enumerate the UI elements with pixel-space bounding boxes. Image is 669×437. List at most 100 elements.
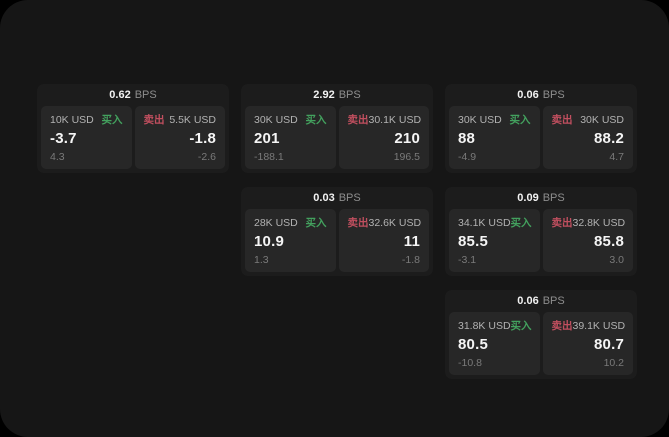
buy-delta: -3.1 xyxy=(458,254,477,266)
quote-panels: 30K USD 买入 88 -4.9 卖出 30K USD 88.2 4.7 xyxy=(445,106,637,173)
sell-tag: 卖出 xyxy=(143,114,165,126)
buy-delta: -10.8 xyxy=(458,357,482,369)
buy-tag: 买入 xyxy=(510,217,532,229)
sell-tag: 卖出 xyxy=(551,217,573,229)
buy-panel[interactable]: 28K USD 买入 10.9 1.3 xyxy=(245,209,336,272)
quote-panels: 28K USD 买入 10.9 1.3 卖出 32.6K USD 11 -1.8 xyxy=(241,209,433,276)
buy-delta: -4.9 xyxy=(458,151,477,163)
buy-panel[interactable]: 30K USD 买入 201 -188.1 xyxy=(245,106,336,169)
buy-delta: 4.3 xyxy=(50,151,65,163)
quote-panels: 34.1K USD 买入 85.5 -3.1 卖出 32.8K USD 85.8… xyxy=(445,209,637,276)
sell-top-row: 卖出 32.6K USD xyxy=(347,217,422,229)
buy-tag: 买入 xyxy=(509,114,531,126)
bps-value: 0.62 xyxy=(109,89,131,101)
sell-panel[interactable]: 卖出 5.5K USD -1.8 -2.6 xyxy=(134,106,225,169)
buy-amount: 34.1K USD xyxy=(458,217,511,229)
sell-delta: -1.8 xyxy=(401,254,420,266)
sell-top-row: 卖出 39.1K USD xyxy=(551,320,626,332)
buy-tag: 买入 xyxy=(101,114,123,126)
buy-price: 201 xyxy=(254,130,280,147)
sell-price: 210 xyxy=(394,130,420,147)
sell-price: 85.8 xyxy=(594,233,624,250)
sell-panel[interactable]: 卖出 39.1K USD 80.7 10.2 xyxy=(542,312,633,375)
buy-top-row: 30K USD 买入 xyxy=(458,114,531,126)
quote-panels: 30K USD 买入 201 -188.1 卖出 30.1K USD 210 1… xyxy=(241,106,433,173)
buy-top-row: 28K USD 买入 xyxy=(254,217,327,229)
sell-top-row: 卖出 32.8K USD xyxy=(551,217,626,229)
buy-panel[interactable]: 31.8K USD 买入 80.5 -10.8 xyxy=(449,312,540,375)
bps-header: 2.92 BPS xyxy=(241,84,433,106)
sell-delta: 3.0 xyxy=(609,254,624,266)
quote-card: 0.06 BPS 31.8K USD 买入 80.5 -10.8 卖出 39.1… xyxy=(445,290,637,379)
buy-delta: 1.3 xyxy=(254,254,269,266)
sell-price: -1.8 xyxy=(189,130,216,147)
buy-price: 10.9 xyxy=(254,233,284,250)
sell-amount: 32.8K USD xyxy=(572,217,626,229)
buy-amount: 28K USD xyxy=(254,217,298,229)
buy-panel[interactable]: 30K USD 买入 88 -4.9 xyxy=(449,106,540,169)
buy-amount: 30K USD xyxy=(254,114,298,126)
sell-panel[interactable]: 卖出 32.6K USD 11 -1.8 xyxy=(338,209,429,272)
buy-price: -3.7 xyxy=(50,130,77,147)
sell-tag: 卖出 xyxy=(347,217,369,229)
bps-header: 0.06 BPS xyxy=(445,290,637,312)
sell-delta: -2.6 xyxy=(197,151,216,163)
bps-value: 0.03 xyxy=(313,192,335,204)
sell-panel[interactable]: 卖出 30.1K USD 210 196.5 xyxy=(338,106,429,169)
buy-delta: -188.1 xyxy=(254,151,284,163)
bps-value: 0.06 xyxy=(517,295,539,307)
bps-unit-label: BPS xyxy=(338,89,361,101)
buy-amount: 30K USD xyxy=(458,114,502,126)
buy-top-row: 34.1K USD 买入 xyxy=(458,217,532,229)
quote-panels: 31.8K USD 买入 80.5 -10.8 卖出 39.1K USD 80.… xyxy=(445,312,637,379)
sell-price: 11 xyxy=(403,233,420,250)
buy-top-row: 31.8K USD 买入 xyxy=(458,320,532,332)
sell-amount: 39.1K USD xyxy=(572,320,626,332)
sell-panel[interactable]: 卖出 30K USD 88.2 4.7 xyxy=(542,106,633,169)
sell-tag: 卖出 xyxy=(347,114,369,126)
sell-delta: 4.7 xyxy=(609,151,624,163)
bps-value: 0.09 xyxy=(517,192,539,204)
sell-amount: 30.1K USD xyxy=(368,114,422,126)
sell-delta: 10.2 xyxy=(603,357,624,369)
sell-amount: 32.6K USD xyxy=(368,217,422,229)
bps-unit-label: BPS xyxy=(134,89,157,101)
buy-tag: 买入 xyxy=(305,217,327,229)
sell-amount: 5.5K USD xyxy=(169,114,216,126)
sell-price: 88.2 xyxy=(594,130,624,147)
buy-tag: 买入 xyxy=(305,114,327,126)
quote-panels: 10K USD 买入 -3.7 4.3 卖出 5.5K USD -1.8 -2.… xyxy=(37,106,229,173)
sell-price: 80.7 xyxy=(594,336,624,353)
sell-top-row: 卖出 5.5K USD xyxy=(144,114,217,126)
sell-top-row: 卖出 30K USD xyxy=(552,114,625,126)
quote-card: 0.06 BPS 30K USD 买入 88 -4.9 卖出 30K USD 8… xyxy=(445,84,637,173)
sell-delta: 196.5 xyxy=(393,151,420,163)
bps-unit-label: BPS xyxy=(542,192,565,204)
buy-panel[interactable]: 34.1K USD 买入 85.5 -3.1 xyxy=(449,209,540,272)
bps-header: 0.62 BPS xyxy=(37,84,229,106)
buy-top-row: 30K USD 买入 xyxy=(254,114,327,126)
bps-header: 0.09 BPS xyxy=(445,187,637,209)
buy-price: 88 xyxy=(458,130,476,147)
sell-tag: 卖出 xyxy=(551,114,573,126)
bps-value: 0.06 xyxy=(517,89,539,101)
quote-card: 0.09 BPS 34.1K USD 买入 85.5 -3.1 卖出 32.8K… xyxy=(445,187,637,276)
bps-unit-label: BPS xyxy=(542,89,565,101)
sell-amount: 30K USD xyxy=(580,114,624,126)
quote-card: 0.03 BPS 28K USD 买入 10.9 1.3 卖出 32.6K US… xyxy=(241,187,433,276)
sell-top-row: 卖出 30.1K USD xyxy=(347,114,422,126)
bps-header: 0.06 BPS xyxy=(445,84,637,106)
buy-price: 85.5 xyxy=(458,233,488,250)
buy-panel[interactable]: 10K USD 买入 -3.7 4.3 xyxy=(41,106,132,169)
bps-unit-label: BPS xyxy=(542,295,565,307)
bps-value: 2.92 xyxy=(313,89,335,101)
sell-panel[interactable]: 卖出 32.8K USD 85.8 3.0 xyxy=(542,209,633,272)
quote-card: 2.92 BPS 30K USD 买入 201 -188.1 卖出 30.1K … xyxy=(241,84,433,173)
quote-card: 0.62 BPS 10K USD 买入 -3.7 4.3 卖出 5.5K USD… xyxy=(37,84,229,173)
buy-amount: 31.8K USD xyxy=(458,320,511,332)
sell-tag: 卖出 xyxy=(551,320,573,332)
bps-unit-label: BPS xyxy=(338,192,361,204)
cards-grid: 0.62 BPS 10K USD 买入 -3.7 4.3 卖出 5.5K USD… xyxy=(37,84,637,379)
buy-tag: 买入 xyxy=(510,320,532,332)
